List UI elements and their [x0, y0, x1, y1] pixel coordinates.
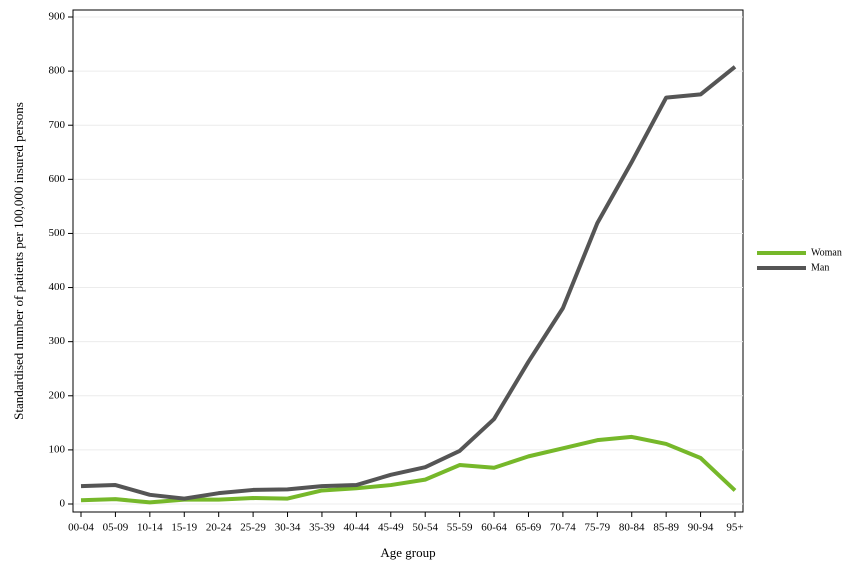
x-tick-label: 65-69	[516, 522, 542, 534]
x-tick-label: 90-94	[688, 522, 714, 534]
y-tick-label: 100	[49, 443, 66, 455]
x-tick-label: 75-79	[584, 522, 610, 534]
x-tick-label: 80-84	[619, 522, 645, 534]
plot-frame	[72, 9, 744, 513]
y-tick-label: 800	[49, 65, 66, 77]
x-tick-label: 35-39	[309, 522, 335, 534]
y-axis-title: Standardised number of patients per 100,…	[11, 102, 26, 420]
legend-label: Man	[811, 262, 829, 273]
y-tick-label: 700	[49, 119, 66, 131]
y-tick-label: 400	[49, 281, 66, 293]
y-tick-label: 500	[49, 227, 66, 239]
series-line	[80, 65, 737, 501]
x-tick-label: 20-24	[206, 522, 232, 534]
x-tick-label: 55-59	[447, 522, 473, 534]
y-tick-label: 300	[49, 335, 66, 347]
x-tick-label: 95+	[726, 522, 743, 534]
x-tick-label: 15-19	[171, 522, 197, 534]
x-tick-label: 50-54	[412, 522, 438, 534]
x-tick-label: 45-49	[378, 522, 404, 534]
x-tick-label: 10-14	[137, 522, 163, 534]
legend-label: Woman	[811, 247, 842, 258]
y-tick-label: 200	[49, 389, 66, 401]
x-tick-label: 30-34	[275, 522, 301, 534]
x-tick-label: 40-44	[344, 522, 370, 534]
x-tick-label: 00-04	[68, 522, 94, 534]
x-tick-label: 85-89	[653, 522, 679, 534]
y-tick-label: 600	[49, 173, 66, 185]
y-tick-label: 900	[49, 11, 66, 23]
x-tick-label: 70-74	[550, 522, 576, 534]
x-axis-title: Age group	[380, 545, 435, 560]
x-tick-label: 25-29	[240, 522, 266, 534]
y-tick-label: 0	[60, 498, 66, 510]
x-tick-label: 05-09	[103, 522, 129, 534]
x-tick-label: 60-64	[481, 522, 507, 534]
